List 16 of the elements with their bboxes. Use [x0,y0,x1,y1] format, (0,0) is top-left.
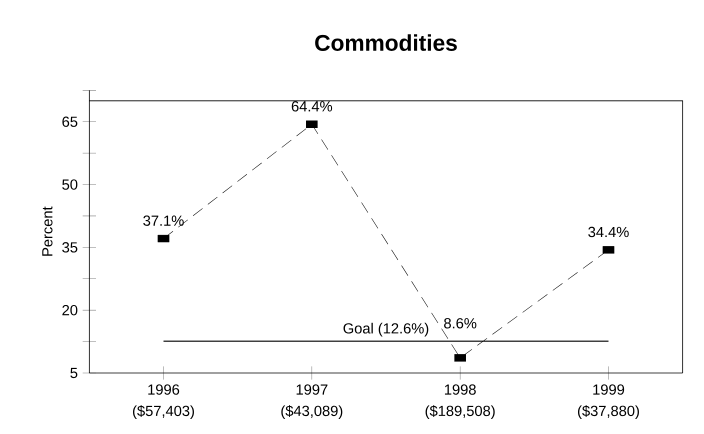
y-tick-label: 5 [70,368,78,378]
x-tick-label: 1999 ($37,880) [578,384,639,419]
x-tick-label: 1998 ($189,508) [426,384,495,419]
data-label: 37.1% [143,215,184,226]
y-tick-label: 35 [62,242,78,253]
y-tick-label: 65 [62,116,78,127]
chart-title: Commodities [315,34,457,51]
y-tick-label: 20 [62,304,78,316]
data-label: 64.4% [292,101,332,112]
x-tick-label: 1997 ($43,089) [281,384,342,419]
data-label: 34.4% [588,226,629,238]
data-label: 8.6% [444,318,476,328]
y-axis-title: Percent [42,206,52,256]
y-tick-label: 50 [62,179,78,190]
x-tick-label: 1996 ($57,403) [133,384,194,419]
ref-line-label: Goal (12.6%) [344,322,428,336]
